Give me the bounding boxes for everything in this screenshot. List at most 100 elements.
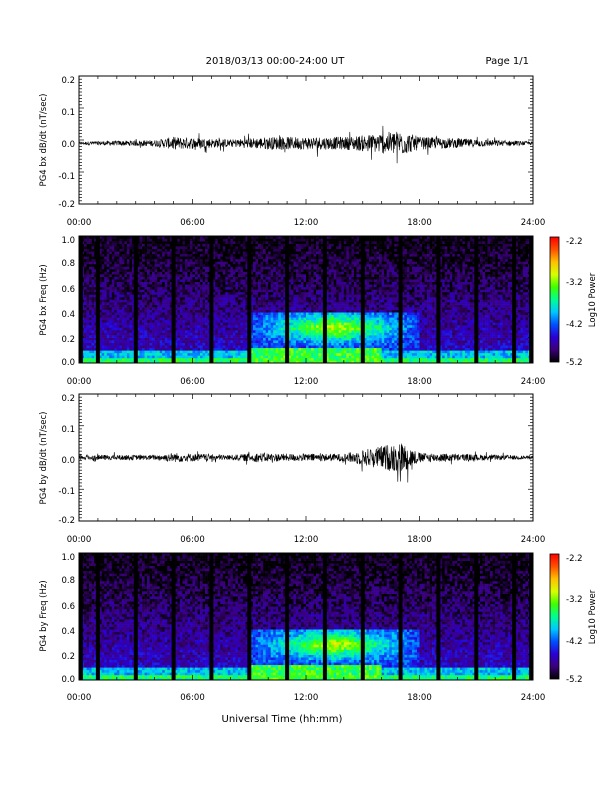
spectrogram-cell: [142, 309, 145, 313]
spectrogram-cell: [318, 243, 322, 247]
spectrogram-cell: [152, 337, 155, 341]
spectrogram-cell: [144, 276, 148, 280]
spectrogram-cell: [300, 256, 304, 260]
spectrogram-cell: [205, 345, 208, 349]
spectrogram-cell: [300, 251, 304, 255]
spectrogram-cell: [273, 307, 277, 310]
spectrogram-cell: [270, 274, 274, 277]
spectrogram-cell: [258, 238, 261, 242]
spectrogram-cell: [184, 258, 188, 262]
spectrogram-cell: [197, 281, 201, 285]
spectrogram-cell: [311, 246, 314, 249]
spectrogram-cell: [227, 291, 231, 295]
spectrogram-cell: [263, 299, 266, 303]
spectrogram-cell: [303, 294, 307, 298]
spectrogram-cell: [300, 324, 304, 328]
spectrogram-cell: [157, 324, 161, 328]
spectrogram-cell: [207, 355, 211, 359]
spectrogram-cell: [270, 342, 274, 346]
spectrogram-cell: [225, 253, 229, 257]
spectrogram-cell: [139, 350, 143, 354]
spectrogram-cell: [222, 355, 226, 359]
spectrogram-cell: [189, 271, 193, 275]
spectrogram-cell: [273, 347, 277, 351]
spectrogram-cell: [192, 324, 196, 328]
spectrogram-cell: [207, 251, 211, 255]
spectrogram-cell: [139, 302, 143, 305]
spectrogram-cell: [99, 291, 102, 295]
spectrogram-cell: [250, 286, 254, 290]
spectrogram-cell: [89, 337, 92, 341]
spectrogram-cell: [187, 269, 191, 272]
spectrogram-cell: [207, 279, 211, 283]
spectrogram-cell: [283, 256, 287, 260]
spectrogram-cell: [131, 286, 135, 290]
spectrogram-cell: [154, 253, 158, 257]
spectrogram-cell: [189, 261, 193, 265]
spectrogram-cell: [154, 294, 158, 298]
spectrogram-cell: [273, 329, 277, 333]
spectrogram-cell: [189, 291, 193, 295]
spectrogram-cell: [295, 302, 299, 305]
spectrogram-cell: [227, 319, 231, 323]
spectrogram-cell: [197, 322, 201, 326]
spectrogram-cell: [189, 256, 193, 260]
spectrogram-cell: [111, 261, 115, 265]
spectrogram-cell: [81, 256, 85, 260]
spectrogram-cell: [280, 355, 284, 359]
spectrogram-cell: [290, 319, 294, 323]
spectrogram-cell: [240, 258, 244, 262]
spectrogram-cell: [278, 286, 282, 290]
spectrogram-cell: [157, 291, 161, 295]
spectrogram-cell: [240, 276, 244, 280]
spectrogram-cell: [119, 266, 123, 270]
spectrogram-cell: [159, 258, 163, 262]
spectrogram-cell: [111, 327, 115, 331]
spectrogram-cell: [149, 258, 153, 262]
spectrogram-cell: [94, 263, 97, 267]
spectrogram-cell: [308, 256, 312, 260]
spectrogram-cell: [303, 271, 307, 275]
spectrogram-cell: [316, 276, 319, 280]
spectrogram-cell: [205, 248, 208, 252]
spectrogram-cell: [232, 253, 236, 257]
spectrogram-cell: [298, 329, 302, 333]
spectrogram-cell: [235, 274, 239, 277]
spectrogram-cell: [157, 307, 161, 310]
spectrogram-cell: [258, 246, 261, 249]
spectrogram-cell: [200, 246, 203, 249]
spectrogram-cell: [144, 317, 148, 321]
spectrogram-cell: [177, 342, 181, 346]
spectrogram-cell: [152, 263, 155, 267]
spectrogram-cell: [295, 317, 299, 321]
spectrogram-cell: [255, 360, 259, 364]
spectrogram-cell: [159, 304, 163, 308]
spectrogram-cell: [177, 327, 181, 331]
spectrogram-cell: [300, 360, 304, 364]
spectrogram-cell: [280, 276, 284, 280]
spectrogram-cell: [258, 322, 261, 326]
spectrogram-cell: [207, 266, 211, 270]
page-indicator: Page 1/1: [486, 56, 529, 67]
spectrogram-cell: [184, 256, 188, 260]
spectrogram-cell: [240, 296, 244, 300]
spectrogram-cell: [142, 274, 145, 277]
spectrogram-cell: [288, 324, 292, 328]
spectrogram-cell: [232, 236, 236, 239]
spectrogram-cell: [139, 266, 143, 270]
spectrogram-cell: [177, 319, 181, 323]
spectrogram-cell: [162, 327, 166, 331]
spectrogram-cell: [84, 286, 87, 290]
spectrogram-cell: [255, 312, 259, 316]
spectrogram-cell: [200, 307, 203, 310]
spectrogram-cell: [250, 312, 254, 316]
spectrogram-cell: [235, 302, 239, 305]
spectrogram-cell: [147, 314, 150, 318]
spectrogram-cell: [159, 357, 163, 361]
spectrogram-cell: [174, 261, 178, 265]
spectrogram-cell: [114, 332, 118, 336]
spectrogram-cell: [189, 322, 193, 326]
spectrogram-cell: [220, 309, 224, 313]
spectrogram-cell: [174, 286, 178, 290]
spectrogram-cell: [184, 312, 188, 316]
